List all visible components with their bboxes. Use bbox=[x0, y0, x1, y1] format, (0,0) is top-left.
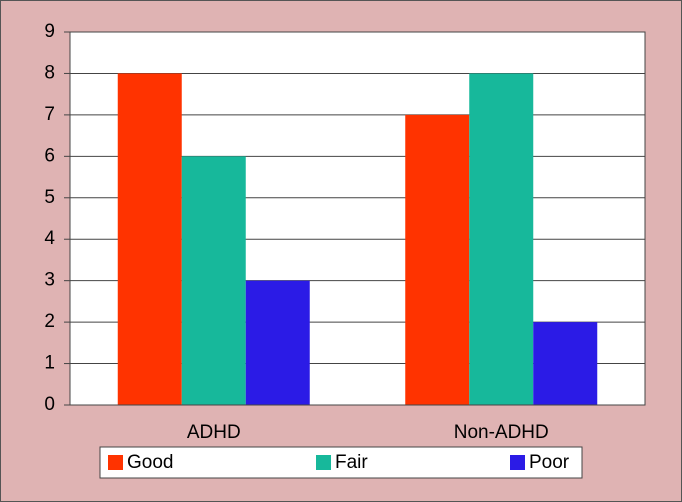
legend-label: Good bbox=[127, 452, 173, 473]
y-tick-label: 9 bbox=[44, 21, 55, 42]
plot-border bbox=[69, 31, 646, 406]
y-tick-label: 5 bbox=[44, 187, 55, 208]
legend-label: Fair bbox=[335, 452, 368, 473]
legend-swatch bbox=[108, 455, 123, 470]
legend bbox=[99, 446, 583, 479]
x-tick-label: Non-ADHD bbox=[454, 422, 549, 443]
bar bbox=[469, 73, 534, 405]
legend-swatch bbox=[316, 455, 331, 470]
y-tick-label: 7 bbox=[44, 104, 55, 125]
y-tick-label: 4 bbox=[44, 228, 55, 249]
legend-swatch bbox=[510, 455, 525, 470]
y-tick-label: 3 bbox=[44, 270, 55, 291]
y-tick-label: 6 bbox=[44, 145, 55, 166]
y-tick-label: 2 bbox=[44, 311, 55, 332]
y-tick-label: 0 bbox=[44, 394, 55, 415]
bar bbox=[245, 280, 310, 405]
x-tick-label: ADHD bbox=[187, 422, 241, 443]
legend-label: Poor bbox=[529, 452, 570, 473]
bar bbox=[533, 322, 598, 405]
y-tick-label: 1 bbox=[44, 353, 55, 374]
bar bbox=[181, 156, 246, 405]
bar bbox=[405, 114, 470, 405]
bar bbox=[117, 73, 182, 405]
y-tick-label: 8 bbox=[44, 62, 55, 83]
